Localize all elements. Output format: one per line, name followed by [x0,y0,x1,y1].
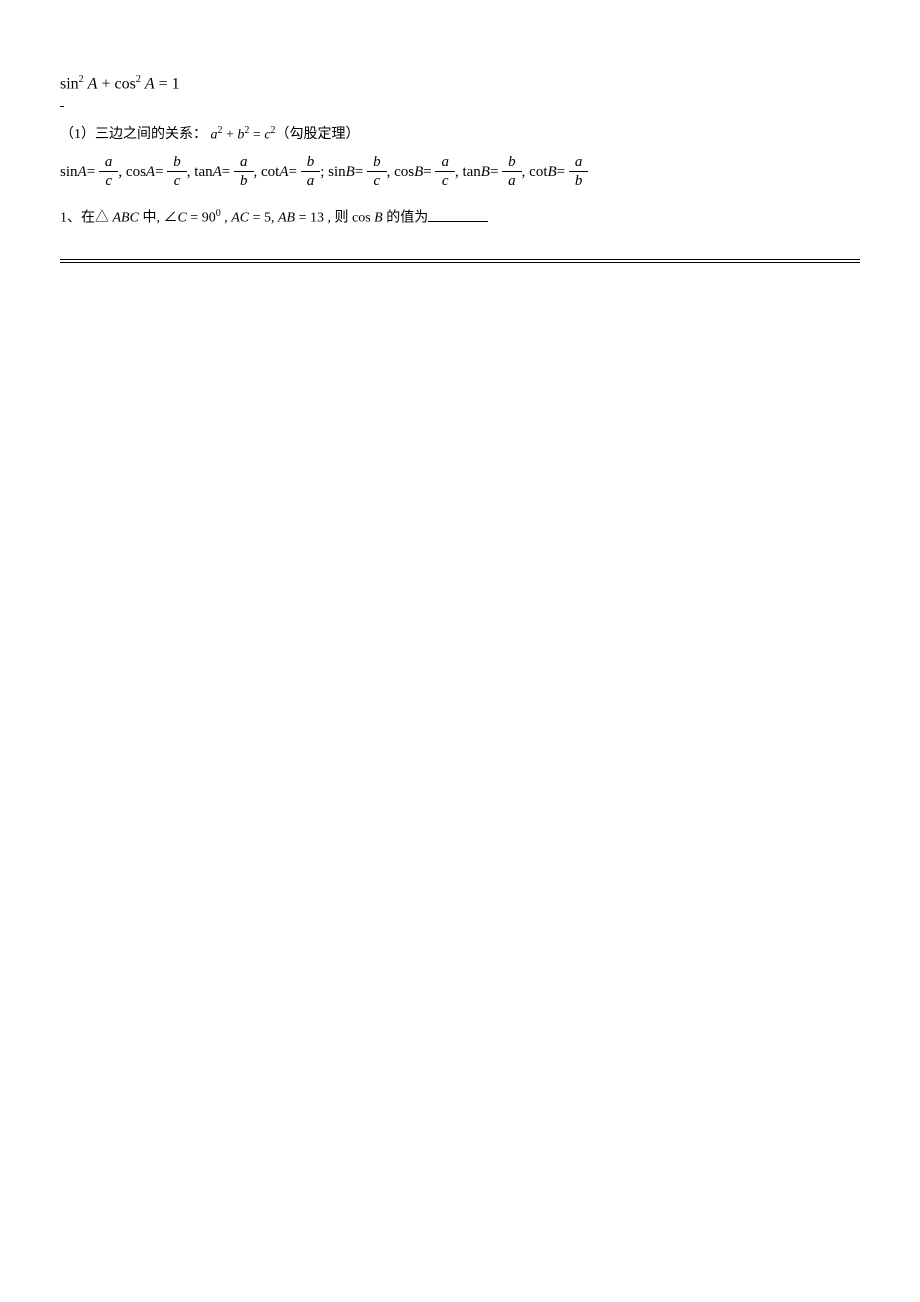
answer-blank [428,221,488,222]
rel4-fraction [60,104,64,109]
footer-rule [60,259,860,263]
kd4-2b: （1）三边之间的关系： a2 + b2 = c2 （勾股定理） [60,123,860,146]
rel4-equation [60,104,860,109]
rel2-equation: sin2 A + cos2 A = 1 [60,72,860,96]
document-page: sin2 A + cos2 A = 1 （1）三边之间的关系： a2 + b2 … [0,0,920,283]
problem-1: 1、在△ ABC 中, ∠C = 900 , AC = 5, AB = 13 ,… [60,206,860,229]
kd4-relations-equation: sin A = ac , cos A = bc , tan A = ab , c… [60,154,860,190]
